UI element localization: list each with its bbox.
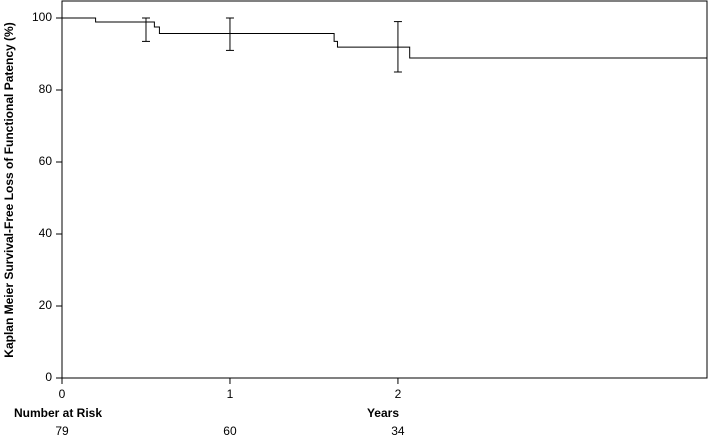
plot-frame <box>61 0 708 379</box>
risk-count: 60 <box>223 424 237 437</box>
risk-count: 79 <box>55 424 69 437</box>
y-axis-label: Kaplan Meier Survival-Free Loss of Funct… <box>2 22 16 357</box>
x-axis-label: Years <box>367 406 399 420</box>
y-tick-label: 0 <box>45 370 52 384</box>
risk-table-label: Number at Risk <box>14 406 102 420</box>
survival-curve <box>62 17 707 59</box>
y-tick-label: 80 <box>39 82 53 96</box>
y-tick-label: 40 <box>39 226 53 240</box>
x-tick-label: 1 <box>227 387 234 401</box>
y-tick-label: 60 <box>39 154 53 168</box>
y-tick-label: 20 <box>39 298 53 312</box>
y-tick-label: 100 <box>32 10 52 24</box>
x-tick-label: 0 <box>59 387 66 401</box>
x-tick-label: 2 <box>395 387 402 401</box>
risk-count: 34 <box>391 424 405 437</box>
